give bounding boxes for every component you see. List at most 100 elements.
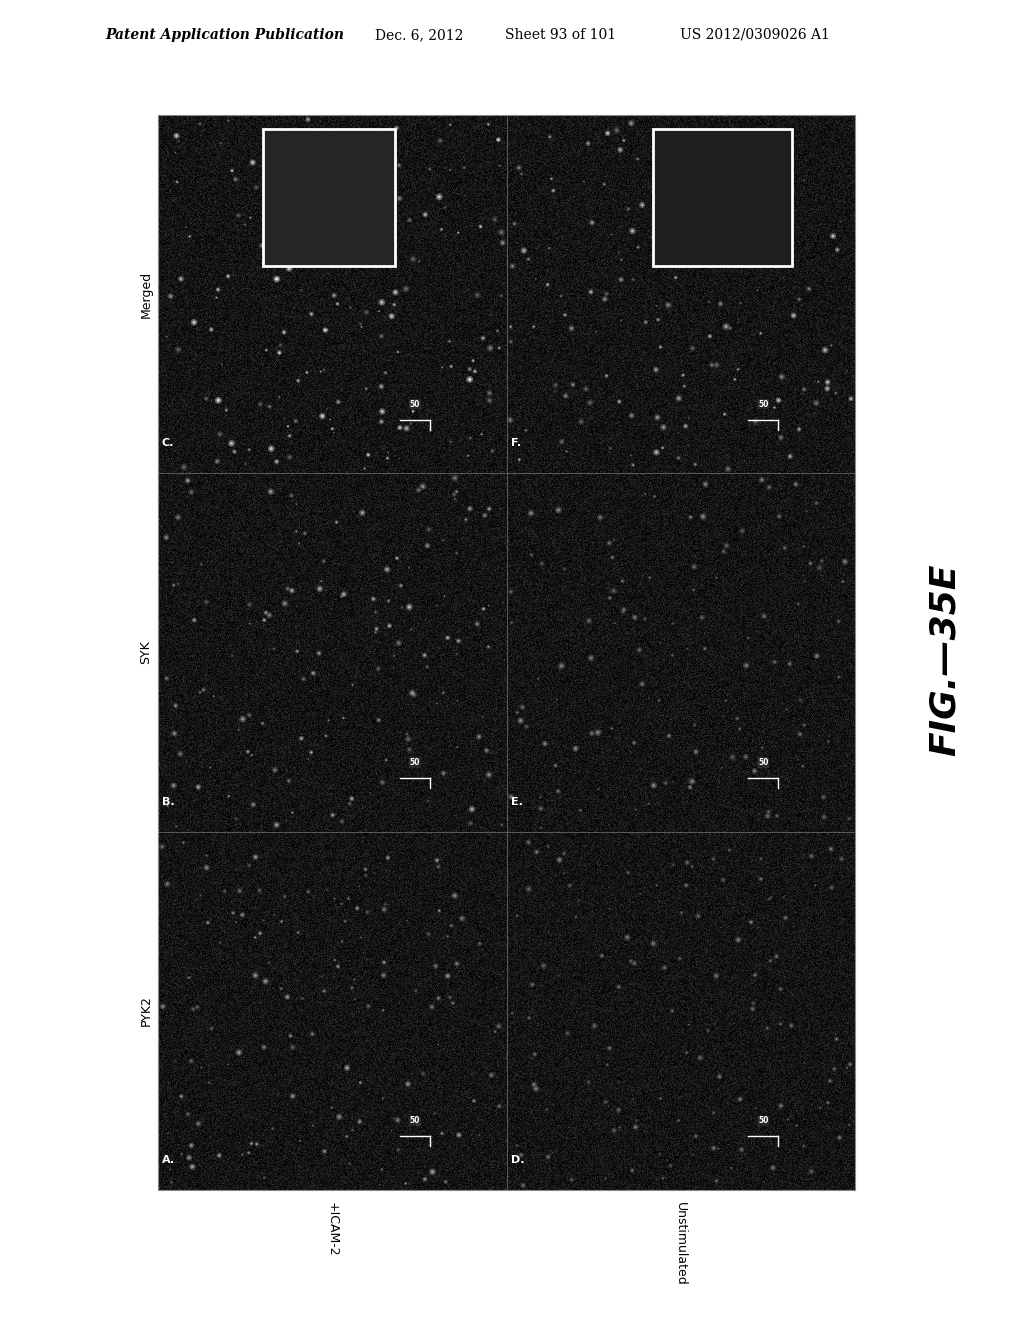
Circle shape [587, 400, 593, 407]
Circle shape [590, 656, 593, 660]
Circle shape [527, 259, 529, 260]
Circle shape [399, 583, 403, 587]
Circle shape [316, 651, 322, 656]
Circle shape [336, 965, 340, 969]
Circle shape [634, 616, 636, 619]
Circle shape [200, 562, 203, 566]
Circle shape [656, 884, 657, 886]
Circle shape [287, 425, 289, 428]
Circle shape [779, 436, 782, 438]
Circle shape [365, 387, 368, 391]
Circle shape [326, 226, 331, 231]
Circle shape [782, 896, 785, 899]
Circle shape [189, 236, 190, 238]
Circle shape [387, 857, 389, 859]
Circle shape [772, 144, 774, 147]
Circle shape [637, 247, 639, 248]
Circle shape [474, 371, 476, 372]
Circle shape [217, 399, 220, 401]
Circle shape [180, 463, 187, 470]
Circle shape [787, 454, 793, 459]
Circle shape [778, 374, 785, 380]
Circle shape [189, 1163, 196, 1170]
Circle shape [373, 598, 375, 601]
Circle shape [480, 335, 485, 341]
Circle shape [488, 508, 490, 510]
Circle shape [735, 717, 739, 721]
Circle shape [307, 891, 309, 892]
Circle shape [613, 1129, 615, 1131]
Circle shape [802, 766, 804, 767]
Circle shape [563, 873, 565, 874]
Text: Sheet 93 of 101: Sheet 93 of 101 [505, 28, 616, 42]
Circle shape [770, 143, 776, 148]
Circle shape [689, 787, 691, 788]
Circle shape [173, 132, 179, 139]
Circle shape [218, 941, 221, 944]
Circle shape [261, 722, 264, 725]
Circle shape [779, 1023, 781, 1024]
Circle shape [591, 1023, 598, 1030]
Circle shape [259, 243, 265, 248]
Circle shape [734, 220, 745, 232]
Circle shape [843, 581, 844, 582]
Circle shape [301, 676, 306, 681]
Circle shape [395, 556, 399, 560]
Circle shape [515, 1144, 518, 1147]
Circle shape [172, 784, 175, 787]
Circle shape [398, 426, 401, 429]
Circle shape [335, 520, 339, 524]
Circle shape [761, 478, 763, 482]
Circle shape [803, 388, 805, 391]
Circle shape [699, 513, 707, 520]
Circle shape [395, 640, 402, 647]
Circle shape [273, 279, 275, 280]
Circle shape [535, 1088, 538, 1090]
Circle shape [431, 1171, 434, 1173]
Circle shape [848, 817, 850, 820]
Circle shape [606, 1064, 608, 1065]
Circle shape [750, 1006, 756, 1011]
Circle shape [629, 958, 633, 964]
Circle shape [699, 615, 705, 620]
Circle shape [165, 536, 168, 539]
Circle shape [248, 447, 251, 451]
Circle shape [259, 403, 261, 405]
Circle shape [282, 330, 287, 335]
Circle shape [336, 400, 341, 404]
Circle shape [387, 457, 388, 459]
Circle shape [800, 700, 801, 701]
Circle shape [715, 974, 718, 977]
Circle shape [331, 1106, 333, 1109]
Circle shape [436, 605, 438, 607]
Circle shape [739, 528, 745, 535]
Circle shape [768, 486, 770, 488]
Circle shape [317, 240, 322, 244]
Circle shape [710, 182, 715, 187]
Circle shape [754, 420, 757, 422]
Circle shape [437, 909, 441, 912]
Circle shape [323, 989, 327, 993]
Circle shape [232, 177, 239, 182]
Circle shape [494, 218, 497, 220]
Circle shape [826, 387, 828, 389]
Circle shape [591, 222, 593, 224]
Circle shape [395, 1117, 400, 1123]
Circle shape [658, 1152, 662, 1156]
Circle shape [731, 197, 735, 201]
Circle shape [436, 702, 438, 705]
Circle shape [632, 614, 638, 620]
Circle shape [681, 135, 684, 137]
Circle shape [838, 676, 840, 678]
Circle shape [471, 1073, 473, 1076]
Circle shape [351, 987, 353, 989]
Circle shape [237, 214, 240, 216]
Circle shape [428, 528, 430, 531]
Circle shape [248, 603, 251, 606]
Circle shape [678, 1119, 679, 1122]
Circle shape [711, 364, 713, 366]
Circle shape [728, 326, 732, 330]
Circle shape [273, 822, 280, 828]
Circle shape [252, 972, 259, 978]
Circle shape [259, 932, 261, 935]
